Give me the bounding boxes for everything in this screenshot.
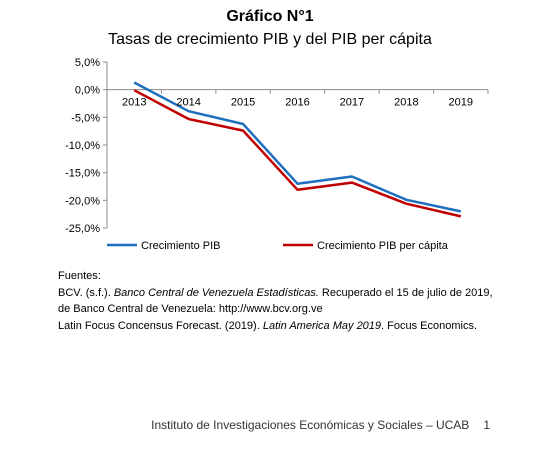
x-tick-label: 2017	[340, 97, 364, 109]
reference-bcv-title: Banco Central de Venezuela Estadísticas.	[113, 286, 319, 299]
y-tick-label: -5,0%	[71, 112, 100, 124]
page-footer: Instituto de Investigaciones Económicas …	[60, 418, 490, 432]
chart-subtitle: Tasas de crecimiento PIB y del PIB per c…	[108, 31, 432, 48]
reference-bcv-rest: Recuperado el 15 de julio de 2019, de Ba…	[58, 286, 493, 316]
reference-latinfocus-title: Latin America May 2019	[262, 319, 382, 332]
page-number: 1	[483, 418, 490, 432]
x-tick-label: 2018	[394, 97, 418, 109]
x-tick-label: 2019	[449, 97, 473, 109]
chart-title: Gráfico N°1	[226, 8, 314, 25]
reference-bcv: BCV. (s.f.). Banco Central de Venezuela …	[58, 285, 498, 318]
y-tick-label: -10,0%	[65, 140, 100, 152]
reference-latinfocus-rest: . Focus Economics.	[381, 319, 478, 332]
reference-latinfocus-author: Latin Focus Concensus Forecast. (2019).	[58, 319, 263, 332]
footer-institution: Instituto de Investigaciones Económicas …	[151, 418, 470, 432]
line-chart: 5,0% 0,0% -5,0% -10,0% -15,0% -20,0% -25,0% 201…	[65, 57, 489, 252]
x-tick-label: 2013	[122, 97, 146, 109]
y-tick-label: 5,0%	[75, 57, 100, 69]
reference-bcv-author: BCV. (s.f.).	[58, 286, 114, 299]
legend-label: Crecimiento PIB per cápita	[317, 240, 449, 252]
y-tick-label: 0,0%	[75, 85, 100, 97]
reference-latinfocus: Latin Focus Concensus Forecast. (2019). …	[58, 318, 498, 335]
series-line	[133, 81, 462, 213]
sources-heading: Fuentes:	[58, 270, 101, 282]
x-tick-label: 2014	[176, 97, 200, 109]
series-line	[133, 89, 462, 218]
y-tick-label: -25,0%	[65, 223, 100, 235]
y-tick-label: -15,0%	[65, 168, 100, 180]
sources-block: Fuentes: BCV. (s.f.). Banco Central de V…	[58, 268, 498, 334]
x-tick-label: 2016	[285, 97, 309, 109]
x-tick-label: 2015	[231, 97, 255, 109]
legend-label: Crecimiento PIB	[141, 240, 220, 252]
y-tick-label: -20,0%	[65, 195, 100, 207]
